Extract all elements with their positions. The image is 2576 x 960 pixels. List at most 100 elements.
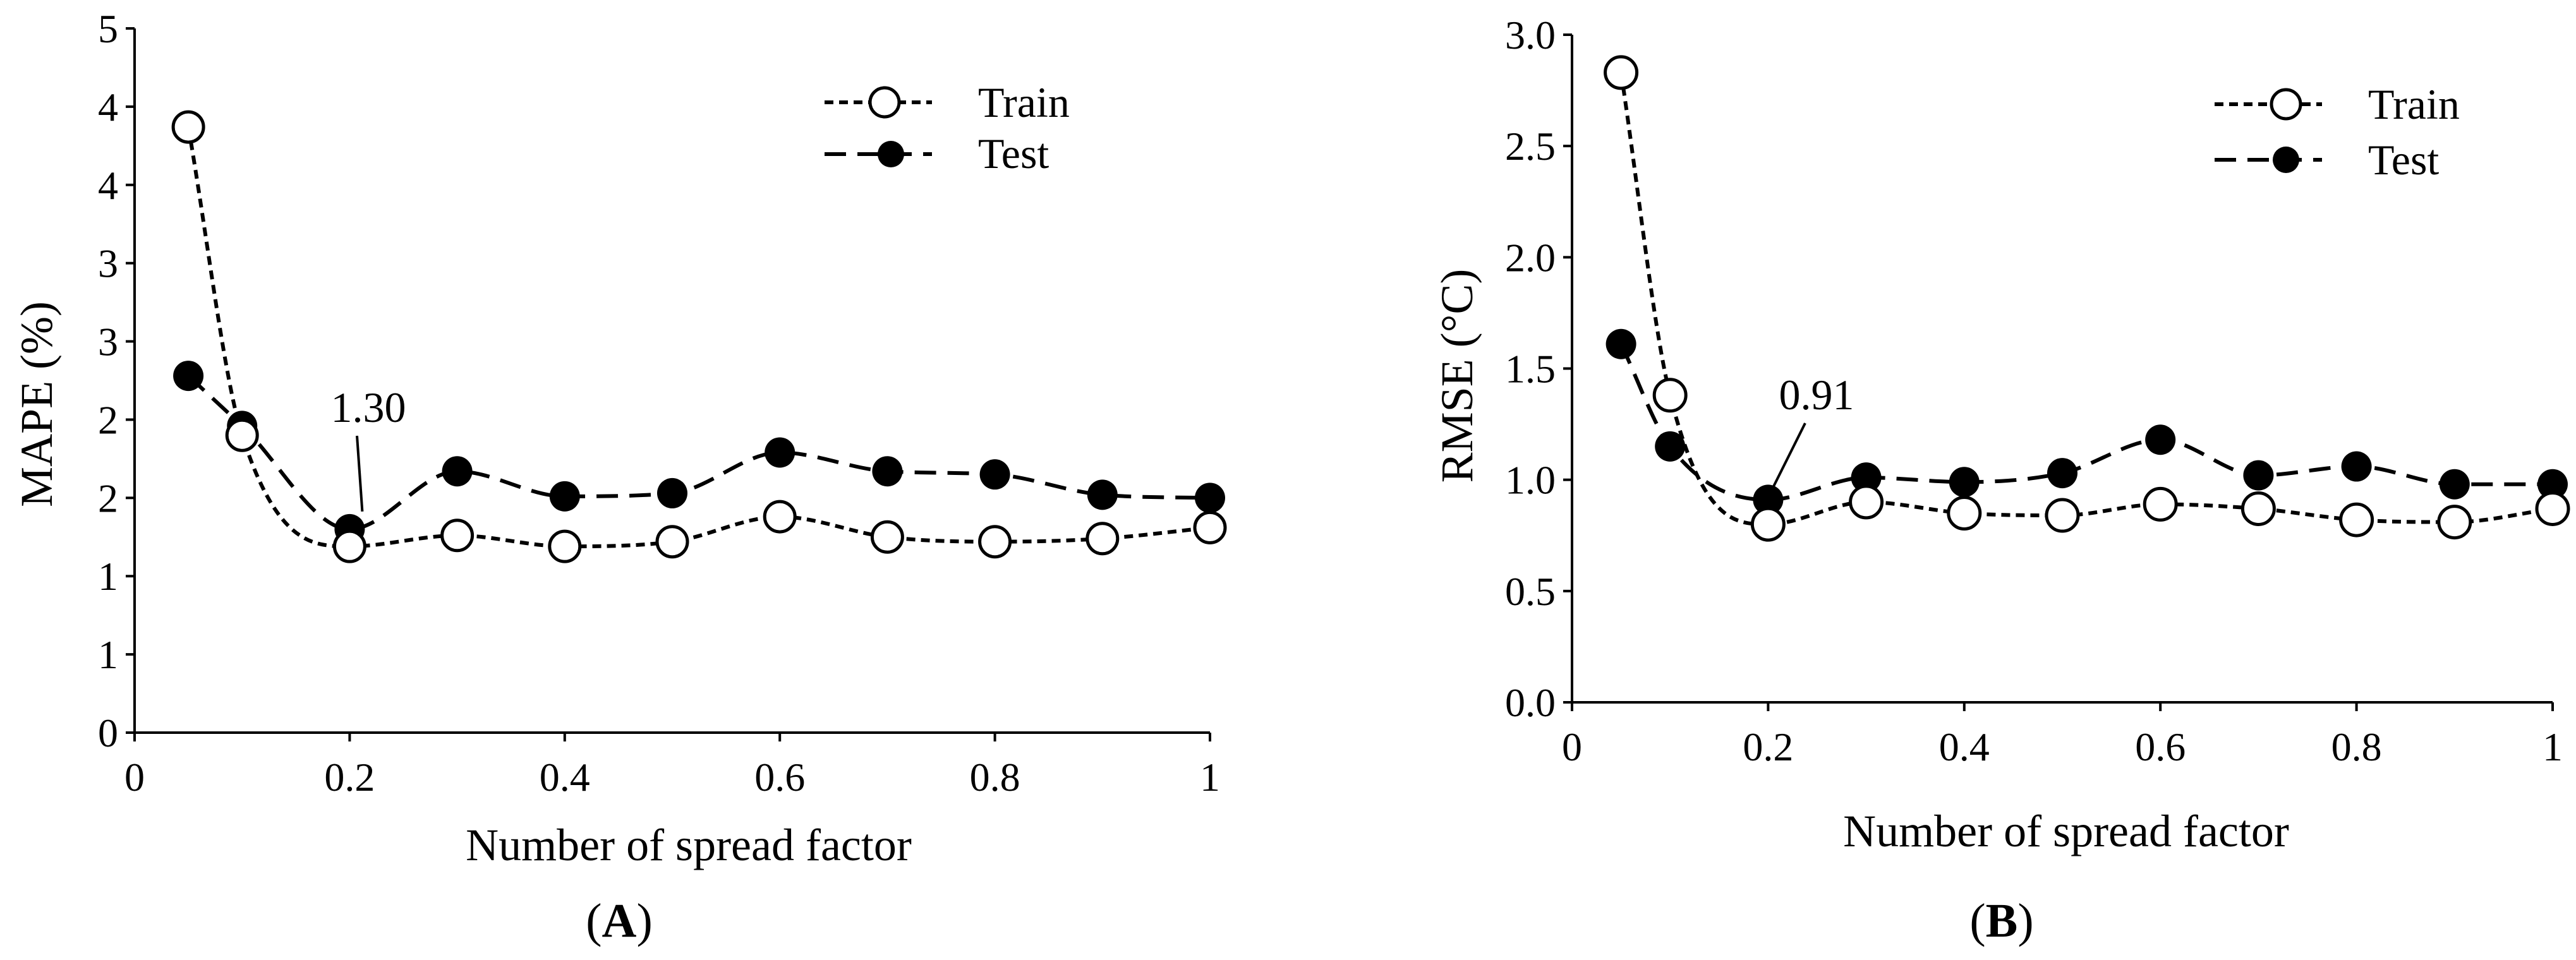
b-point-train <box>2240 491 2276 526</box>
b-y-ticks: 0.0 0.5 1.0 1.5 2.0 2.5 3.0 <box>1505 13 1572 725</box>
a-series-lines <box>186 126 1211 549</box>
a-annotation-label: 1.30 <box>331 383 406 431</box>
a-y-tick-label: 4 <box>98 163 118 208</box>
b-point-test <box>2243 460 2274 491</box>
a-point-train <box>171 110 205 144</box>
a-x-tick-label: 0.4 <box>540 755 590 800</box>
b-point-test <box>1655 431 1686 462</box>
a-y-tick-label: 2 <box>98 397 118 442</box>
b-x-tick-label: 0.6 <box>2135 724 2186 769</box>
a-y-axis-title: MAPE (%) <box>11 301 62 507</box>
b-series-line-test <box>1619 343 2553 502</box>
a-annotation-leader <box>356 435 364 512</box>
a-point-train <box>763 500 797 534</box>
b-point-test <box>1753 484 1784 515</box>
a-y-tick-label: 4 <box>98 85 118 129</box>
a-y-tick-label: 2 <box>98 476 118 520</box>
a-panel-label: (A) <box>586 894 653 947</box>
b-y-tick-label: 2.5 <box>1505 124 1556 169</box>
b-legend-train-label: Train <box>2368 80 2460 128</box>
chart-panel-b: 0 0.2 0.4 0.6 0.8 1 0.0 0.5 1.0 1.5 2.0 2.5 3.0 0.9… <box>1432 13 2570 947</box>
a-legend-train-marker <box>868 86 901 119</box>
b-point-test <box>2537 469 2568 500</box>
b-x-tick-label: 1 <box>2543 724 2563 769</box>
b-x-axis-title: Number of spread factor <box>1843 806 2289 856</box>
b-y-tick-label: 0.0 <box>1505 680 1556 725</box>
b-x-tick-label: 0.4 <box>1939 724 1990 769</box>
a-y-tick-label: 3 <box>98 320 118 364</box>
b-y-tick-label: 2.0 <box>1505 235 1556 280</box>
b-legend-test-label: Test <box>2368 136 2439 184</box>
chart-panel-a: 0 0.2 0.4 0.6 0.8 1 0 1 1 2 2 3 3 4 4 5 1.30 Train Tes… <box>11 6 1227 947</box>
b-y-tick-label: 1.0 <box>1505 458 1556 503</box>
a-legend-train-label: Train <box>978 78 1070 126</box>
b-point-train <box>2143 486 2178 522</box>
b-y-tick-label: 3.0 <box>1505 13 1556 57</box>
a-y-tick-label: 1 <box>98 632 118 677</box>
b-point-train <box>1849 484 1884 520</box>
a-point-test <box>549 481 580 512</box>
a-point-train <box>548 529 582 563</box>
a-point-test <box>1195 483 1225 513</box>
b-legend: Train Test <box>2215 80 2460 184</box>
a-point-test <box>979 459 1010 490</box>
b-y-tick-label: 1.5 <box>1505 347 1556 392</box>
a-point-test <box>872 456 903 487</box>
a-point-train <box>225 418 259 452</box>
b-point-test <box>2341 451 2372 482</box>
a-legend-test-marker <box>878 141 904 167</box>
a-point-train <box>332 529 366 563</box>
b-legend-test-marker <box>2273 147 2299 173</box>
b-point-test <box>1851 462 1882 493</box>
b-point-test <box>2439 469 2470 500</box>
b-x-tick-label: 0.2 <box>1743 724 1793 769</box>
a-point-train <box>440 519 475 553</box>
a-y-ticks: 0 1 1 2 2 3 3 4 4 5 <box>98 6 135 755</box>
b-point-train <box>2045 498 2080 533</box>
a-point-train <box>655 525 689 559</box>
a-y-tick-label: 5 <box>98 6 118 51</box>
a-x-tick-label: 0.2 <box>324 755 375 800</box>
a-point-test <box>442 456 473 487</box>
a-series-markers <box>171 110 1227 563</box>
b-point-test <box>2047 458 2077 489</box>
a-y-tick-label: 3 <box>98 241 118 286</box>
b-point-test <box>2145 424 2176 455</box>
a-legend-test-label: Test <box>978 129 1049 177</box>
a-point-test <box>1087 479 1118 510</box>
b-point-train <box>1750 507 1786 542</box>
a-point-train <box>1085 522 1120 556</box>
b-series-markers <box>1604 55 2570 542</box>
a-point-train <box>870 520 904 554</box>
b-point-train <box>2535 491 2570 526</box>
a-x-axis-title: Number of spread factor <box>466 820 912 870</box>
b-x-tick-label: 0 <box>1562 724 1582 769</box>
a-x-tick-label: 1 <box>1200 755 1220 800</box>
a-point-train <box>978 525 1012 559</box>
b-point-train <box>1652 378 1688 413</box>
b-y-axis-title: RMSE (°C) <box>1432 269 1482 483</box>
a-y-tick-label: 0 <box>98 711 118 755</box>
b-annotation-leader <box>1770 423 1806 491</box>
a-y-tick-label: 1 <box>98 554 118 599</box>
a-x-tick-label: 0.6 <box>754 755 805 800</box>
a-x-tick-label: 0.8 <box>970 755 1020 800</box>
b-annotation-label: 0.91 <box>1779 371 1854 419</box>
b-legend-train-marker <box>2270 88 2302 121</box>
b-point-test <box>1605 328 1636 359</box>
b-x-ticks: 0 0.2 0.4 0.6 0.8 1 <box>1562 702 2563 769</box>
b-point-test <box>1949 467 1980 498</box>
a-point-test <box>173 361 204 392</box>
b-y-tick-label: 0.5 <box>1505 569 1556 614</box>
a-point-test <box>657 477 687 508</box>
b-point-train <box>1604 55 1639 90</box>
a-point-test <box>765 437 795 468</box>
b-panel-label: (B) <box>1969 894 2033 947</box>
a-x-ticks: 0 0.2 0.4 0.6 0.8 1 <box>124 733 1220 800</box>
b-x-tick-label: 0.8 <box>2331 724 2382 769</box>
b-point-train <box>2339 502 2374 537</box>
a-legend: Train Test <box>825 78 1070 177</box>
b-point-train <box>1947 496 1982 531</box>
a-x-tick-label: 0 <box>124 755 145 800</box>
